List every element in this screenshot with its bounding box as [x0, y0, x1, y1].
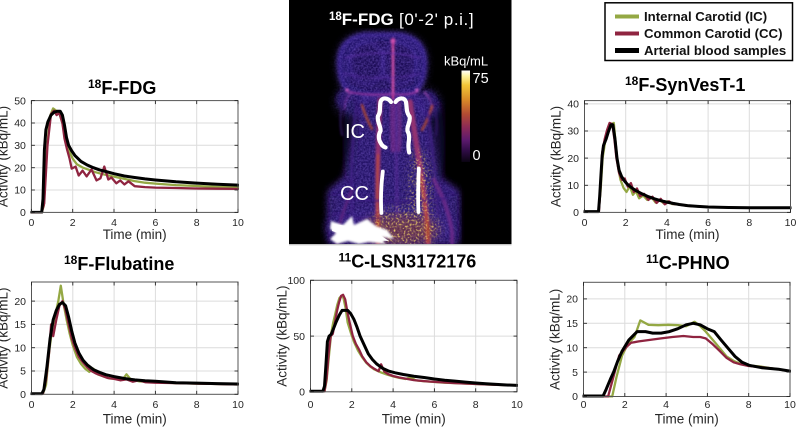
svg-text:IC: IC — [345, 121, 365, 143]
svg-text:Activity (kBq/mL): Activity (kBq/mL) — [0, 106, 10, 207]
svg-text:Internal Carotid (IC): Internal Carotid (IC) — [644, 9, 767, 24]
svg-text:0: 0 — [20, 389, 26, 401]
svg-text:10: 10 — [14, 342, 26, 354]
svg-text:6: 6 — [152, 399, 158, 411]
svg-text:5: 5 — [572, 367, 578, 379]
svg-text:0: 0 — [28, 217, 34, 229]
svg-text:15: 15 — [566, 318, 578, 330]
svg-text:8: 8 — [746, 217, 752, 229]
svg-text:10: 10 — [567, 180, 579, 192]
svg-text:Arterial blood samples: Arterial blood samples — [644, 43, 786, 58]
svg-text:10: 10 — [784, 399, 796, 411]
svg-text:10: 10 — [14, 185, 26, 197]
svg-text:20: 20 — [566, 294, 578, 306]
svg-text:8: 8 — [194, 217, 200, 229]
svg-text:4: 4 — [390, 399, 396, 411]
svg-text:20: 20 — [567, 153, 579, 165]
svg-text:20: 20 — [14, 296, 26, 308]
svg-text:2: 2 — [623, 217, 629, 229]
svg-text:2: 2 — [70, 399, 76, 411]
svg-text:0: 0 — [473, 148, 481, 164]
svg-text:Activity (kBq/mL): Activity (kBq/mL) — [275, 285, 290, 386]
svg-text:6: 6 — [705, 217, 711, 229]
svg-text:11C-PHNO: 11C-PHNO — [646, 252, 730, 273]
svg-text:Common Carotid (CC): Common Carotid (CC) — [644, 26, 782, 41]
svg-text:6: 6 — [431, 399, 437, 411]
svg-text:Activity (kBq/mL): Activity (kBq/mL) — [0, 287, 11, 388]
svg-text:2: 2 — [349, 399, 355, 411]
svg-text:0: 0 — [582, 217, 588, 229]
svg-text:18F-FDG: 18F-FDG — [88, 77, 156, 98]
svg-text:18F-Flubatine: 18F-Flubatine — [64, 253, 174, 274]
svg-text:0: 0 — [581, 399, 587, 411]
svg-text:Time (min): Time (min) — [656, 227, 720, 242]
svg-text:4: 4 — [111, 217, 117, 229]
svg-text:5: 5 — [20, 366, 26, 378]
svg-text:4: 4 — [663, 399, 669, 411]
svg-text:8: 8 — [194, 399, 200, 411]
svg-text:4: 4 — [111, 399, 117, 411]
svg-text:kBq/mL: kBq/mL — [444, 54, 488, 69]
svg-text:8: 8 — [746, 399, 752, 411]
svg-text:Activity (kBq/mL): Activity (kBq/mL) — [548, 289, 563, 390]
svg-text:Time (min): Time (min) — [655, 412, 719, 427]
svg-text:10: 10 — [511, 399, 523, 411]
svg-text:30: 30 — [14, 140, 26, 152]
svg-text:0: 0 — [29, 399, 35, 411]
svg-text:Time (min): Time (min) — [382, 412, 446, 427]
svg-text:10: 10 — [785, 217, 797, 229]
svg-text:20: 20 — [14, 162, 26, 174]
svg-text:40: 40 — [567, 99, 579, 111]
svg-text:15: 15 — [14, 319, 26, 331]
svg-text:0: 0 — [20, 207, 26, 219]
svg-text:6: 6 — [152, 217, 158, 229]
svg-text:18F-FDG [0'-2' p.i.]: 18F-FDG [0'-2' p.i.] — [329, 10, 474, 29]
svg-text:Activity (kBq/mL): Activity (kBq/mL) — [549, 106, 564, 207]
svg-text:50: 50 — [293, 331, 305, 343]
svg-text:0: 0 — [299, 387, 305, 399]
svg-text:8: 8 — [473, 399, 479, 411]
svg-text:4: 4 — [664, 217, 670, 229]
svg-text:2: 2 — [70, 217, 76, 229]
svg-text:0: 0 — [573, 207, 579, 219]
svg-text:CC: CC — [340, 183, 369, 205]
svg-text:0: 0 — [308, 399, 314, 411]
svg-text:10: 10 — [566, 342, 578, 354]
svg-text:Time (min): Time (min) — [103, 227, 167, 242]
svg-text:10: 10 — [232, 399, 244, 411]
svg-text:30: 30 — [567, 126, 579, 138]
svg-text:0: 0 — [572, 391, 578, 403]
svg-text:6: 6 — [704, 399, 710, 411]
svg-text:40: 40 — [14, 118, 26, 130]
svg-text:2: 2 — [622, 399, 628, 411]
svg-text:100: 100 — [287, 275, 305, 287]
svg-text:11C-LSN3172176: 11C-LSN3172176 — [339, 251, 477, 272]
svg-text:18F-SynVesT-1: 18F-SynVesT-1 — [625, 74, 745, 95]
svg-text:Time (min): Time (min) — [103, 412, 167, 427]
svg-text:75: 75 — [473, 71, 489, 87]
svg-text:10: 10 — [232, 217, 244, 229]
svg-text:50: 50 — [14, 95, 26, 107]
